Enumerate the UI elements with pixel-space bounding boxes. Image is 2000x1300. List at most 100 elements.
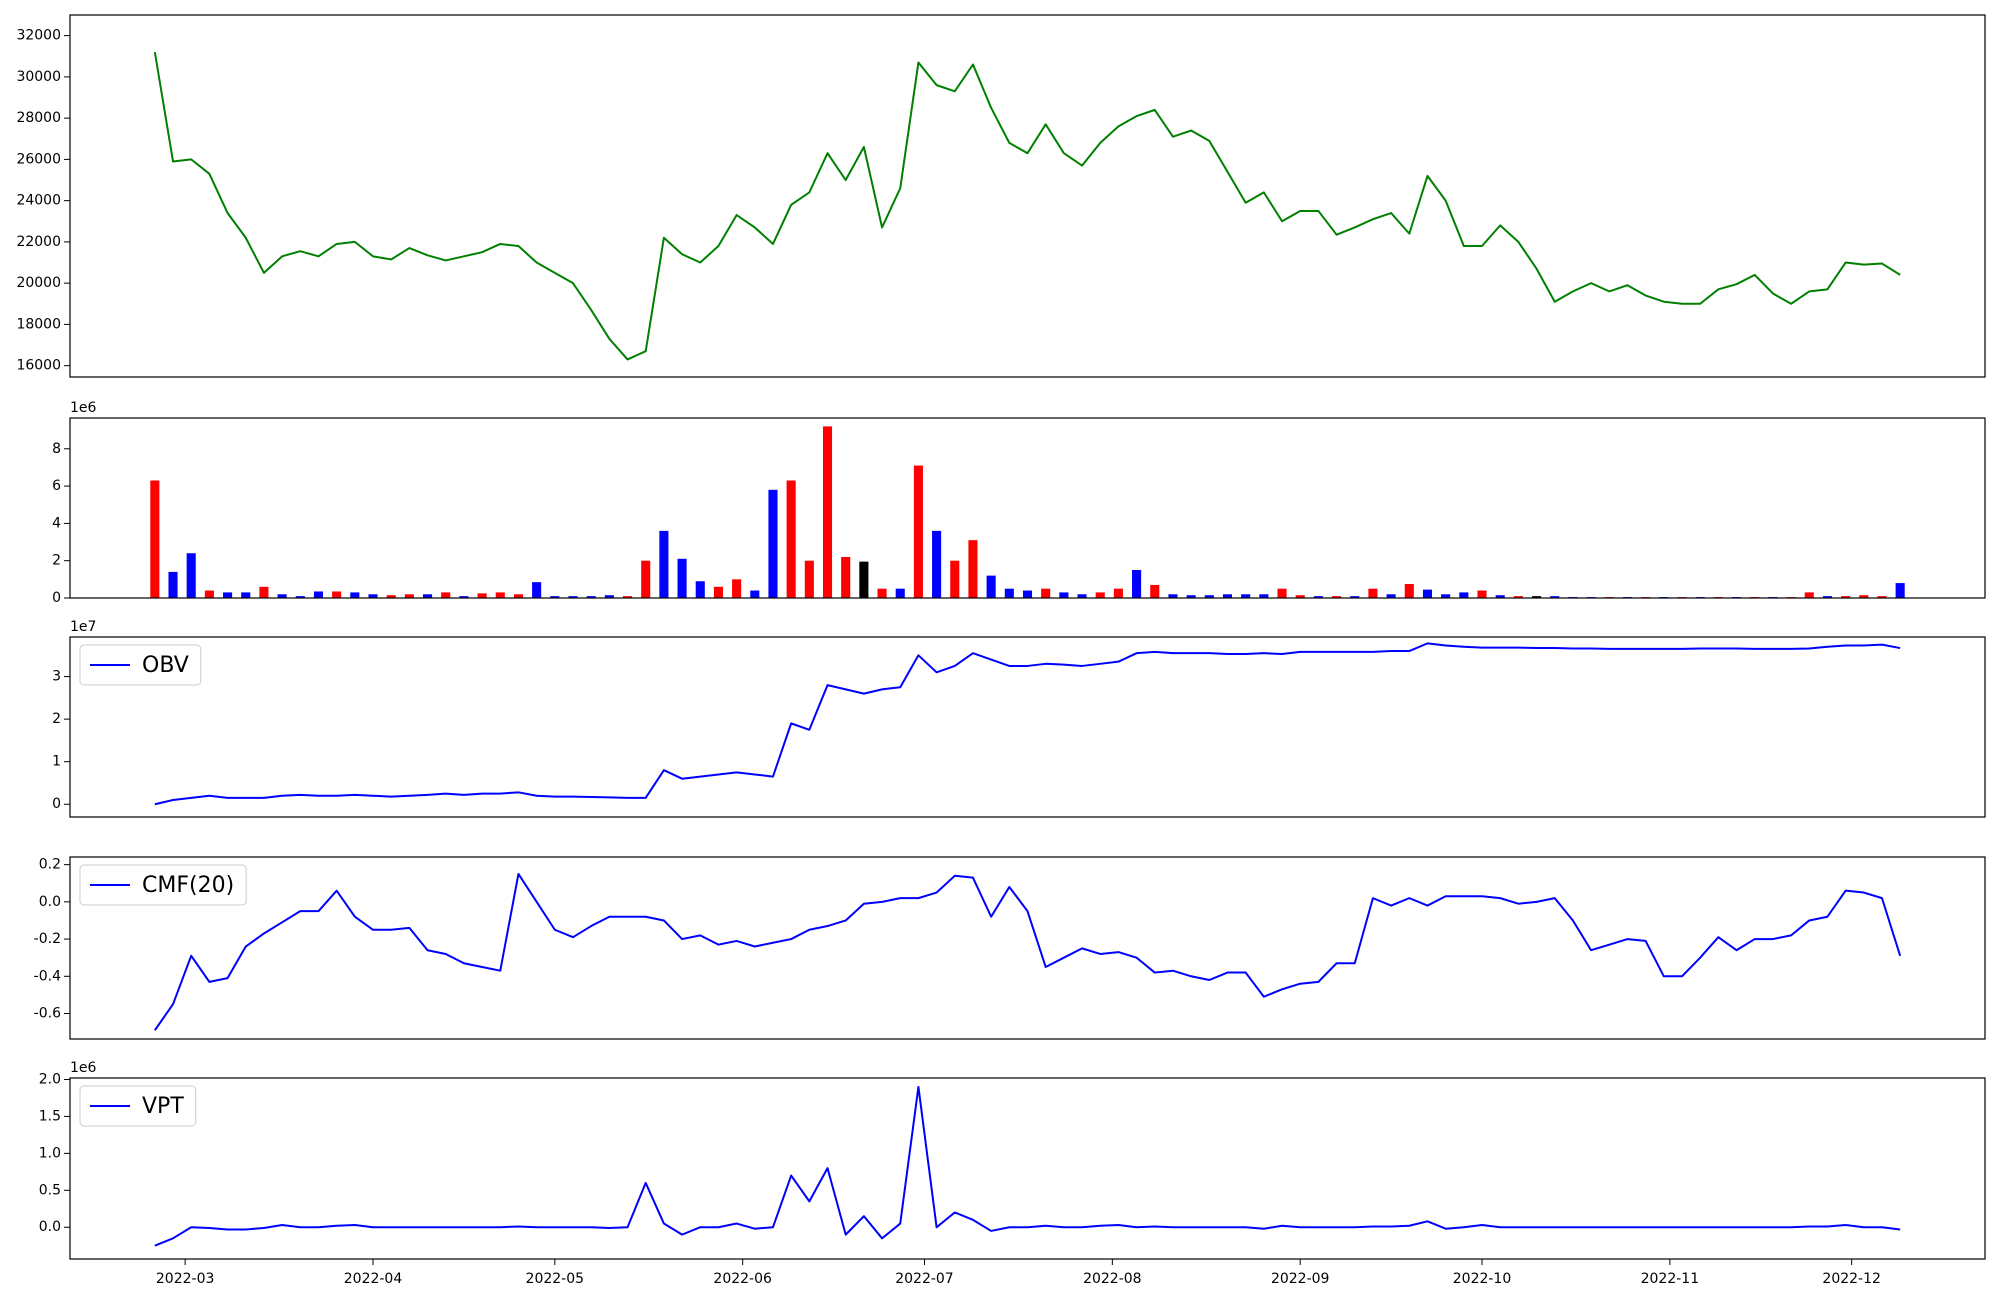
volume-bar xyxy=(368,594,378,598)
volume-bar xyxy=(459,596,469,598)
volume-bar xyxy=(1822,596,1832,598)
y-tick-label: -0.6 xyxy=(34,1006,61,1022)
volume-bar xyxy=(1150,584,1160,598)
legend-box xyxy=(79,1085,197,1127)
y-tick-label: 16000 xyxy=(16,358,61,374)
volume-bar xyxy=(1513,596,1523,598)
volume-bar xyxy=(223,592,233,598)
x-tick-label: 2022-03 xyxy=(156,1271,215,1287)
volume-bar xyxy=(332,591,342,598)
volume-bar xyxy=(295,596,305,598)
volume-bar xyxy=(1477,590,1487,598)
volume-bar xyxy=(477,593,487,598)
volume-bar xyxy=(423,594,433,598)
axes-frame xyxy=(69,636,1986,818)
volume-bar xyxy=(1132,570,1142,598)
volume-bar xyxy=(659,530,669,598)
volume-bar xyxy=(604,595,614,598)
series-line xyxy=(154,872,1902,1031)
y-tick-label: 1 xyxy=(52,754,61,770)
volume-bar xyxy=(1422,589,1433,598)
volume-bar xyxy=(804,560,814,598)
y-tick-label: 0.5 xyxy=(39,1182,61,1198)
volume-bar xyxy=(550,596,560,598)
plot-area xyxy=(154,872,1902,1031)
volume-bar xyxy=(1841,596,1851,598)
volume-bar xyxy=(1186,595,1196,598)
volume-bar xyxy=(1459,592,1469,598)
x-tick-label: 2022-11 xyxy=(1641,1271,1700,1287)
volume-bar xyxy=(768,489,778,598)
volume-bar xyxy=(150,480,160,598)
volume-bar xyxy=(1295,595,1305,598)
volume-bar xyxy=(1113,588,1123,598)
volume-bar xyxy=(386,595,396,598)
volume-bar xyxy=(968,540,978,598)
volume-bar xyxy=(1222,594,1233,598)
plot-area xyxy=(153,51,1901,361)
y-tick-label: 1.5 xyxy=(39,1108,61,1124)
x-tick-label: 2022-08 xyxy=(1083,1271,1142,1287)
y-tick-label: 8 xyxy=(52,441,61,457)
x-tick-label: 2022-06 xyxy=(713,1271,772,1287)
volume-bar xyxy=(495,592,505,598)
axes-frame xyxy=(69,417,1986,599)
y-offset-label: 1e6 xyxy=(70,400,97,416)
axes-frame xyxy=(69,1077,1986,1260)
series-line xyxy=(154,1085,1901,1247)
x-tick-label: 2022-10 xyxy=(1453,1271,1512,1287)
volume-bar xyxy=(641,560,651,598)
volume-bar xyxy=(895,588,905,598)
y-tick-label: 2 xyxy=(52,711,61,727)
volume-bar xyxy=(241,592,251,598)
y-tick-label: 0.0 xyxy=(39,1219,61,1235)
y-tick-label: 1.0 xyxy=(39,1145,61,1161)
volume-bar xyxy=(586,596,596,598)
y-tick-label: 2 xyxy=(52,553,61,569)
legend-text: CMF(20) xyxy=(142,873,234,898)
volume-bar xyxy=(822,426,833,598)
axes-frame xyxy=(69,856,1986,1040)
volume-bar xyxy=(1168,594,1178,598)
series-line xyxy=(153,51,1901,361)
y-tick-label: 22000 xyxy=(16,234,61,250)
y-tick-label: 0 xyxy=(52,796,61,812)
y-tick-label: 20000 xyxy=(16,275,61,291)
x-tick-label: 2022-07 xyxy=(895,1271,954,1287)
y-tick-label: 0 xyxy=(52,590,61,606)
volume-bar xyxy=(441,592,451,598)
x-tick-label: 2022-04 xyxy=(344,1271,403,1287)
volume-bar xyxy=(313,591,324,598)
volume-bar xyxy=(1041,588,1051,598)
axes-frame xyxy=(69,14,1986,378)
x-tick-label: 2022-09 xyxy=(1271,1271,1330,1287)
volume-bar xyxy=(1313,596,1323,598)
legend-box xyxy=(79,864,247,906)
y-tick-label: 0.0 xyxy=(39,894,61,910)
volume-bar xyxy=(1277,588,1287,598)
y-tick-label: 0.2 xyxy=(39,857,61,873)
volume-bar xyxy=(1532,596,1542,598)
volume-bar xyxy=(1404,584,1414,598)
plot-area xyxy=(154,642,1901,806)
volume-bar xyxy=(1022,590,1033,598)
volume-bar xyxy=(1241,594,1251,598)
volume-bar xyxy=(277,594,287,598)
volume-bar xyxy=(1441,594,1451,598)
volume-bar xyxy=(732,579,742,598)
y-tick-label: 26000 xyxy=(16,151,61,167)
volume-bar xyxy=(204,590,214,598)
volume-bar xyxy=(950,560,960,598)
volume-bar xyxy=(1368,588,1378,598)
volume-bar xyxy=(877,588,887,598)
volume-bar xyxy=(350,592,360,598)
volume-bar xyxy=(1495,595,1505,598)
y-offset-label: 1e7 xyxy=(70,619,96,635)
volume-bar xyxy=(1204,595,1214,598)
volume-bar xyxy=(1259,594,1269,598)
volume-bar xyxy=(532,582,542,598)
volume-bar xyxy=(568,596,578,598)
volume-bar xyxy=(1550,596,1560,598)
